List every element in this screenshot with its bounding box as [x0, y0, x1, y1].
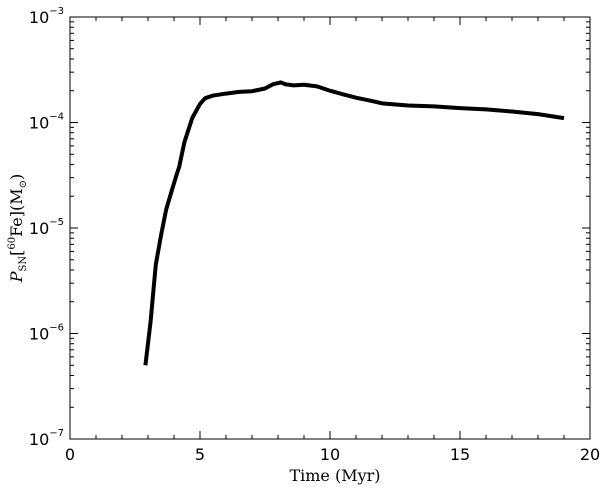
- plot-frame: [69, 16, 591, 440]
- y-tick-label: 10−3: [29, 6, 64, 27]
- x-tick-label: 20: [580, 445, 600, 464]
- y-label-end: ): [7, 174, 26, 180]
- y-tick-label: 10−7: [29, 428, 64, 449]
- y-tick-label: 10−4: [29, 112, 64, 133]
- x-axis-label: Time (Myr): [289, 466, 380, 485]
- y-tick-label: 10−6: [29, 323, 64, 344]
- x-tick-label: 0: [65, 445, 75, 464]
- y-label-isotope-mass: 60: [7, 237, 18, 250]
- y-label-close: ](M: [7, 188, 26, 217]
- y-label-subscript: SN: [18, 256, 29, 272]
- y-label-sun-symbol: ⊙: [18, 180, 29, 188]
- x-tick-label: 5: [195, 445, 205, 464]
- y-label-element: Fe: [7, 217, 26, 237]
- series-layer: [143, 80, 565, 366]
- series-line: [143, 80, 565, 366]
- y-axis-label: PSN[60Fe](M⊙): [7, 174, 29, 284]
- x-tick-label: 15: [450, 445, 470, 464]
- tick-labels-layer: 0 5 10 15 20 10−7 10−6 10−5 10−4 10−3: [29, 6, 600, 464]
- ticks-layer: [69, 16, 591, 440]
- y-label-open-bracket: [: [7, 250, 26, 256]
- y-label-symbol: P: [7, 271, 26, 283]
- x-tick-label: 10: [320, 445, 340, 464]
- y-tick-label: 10−5: [29, 217, 64, 238]
